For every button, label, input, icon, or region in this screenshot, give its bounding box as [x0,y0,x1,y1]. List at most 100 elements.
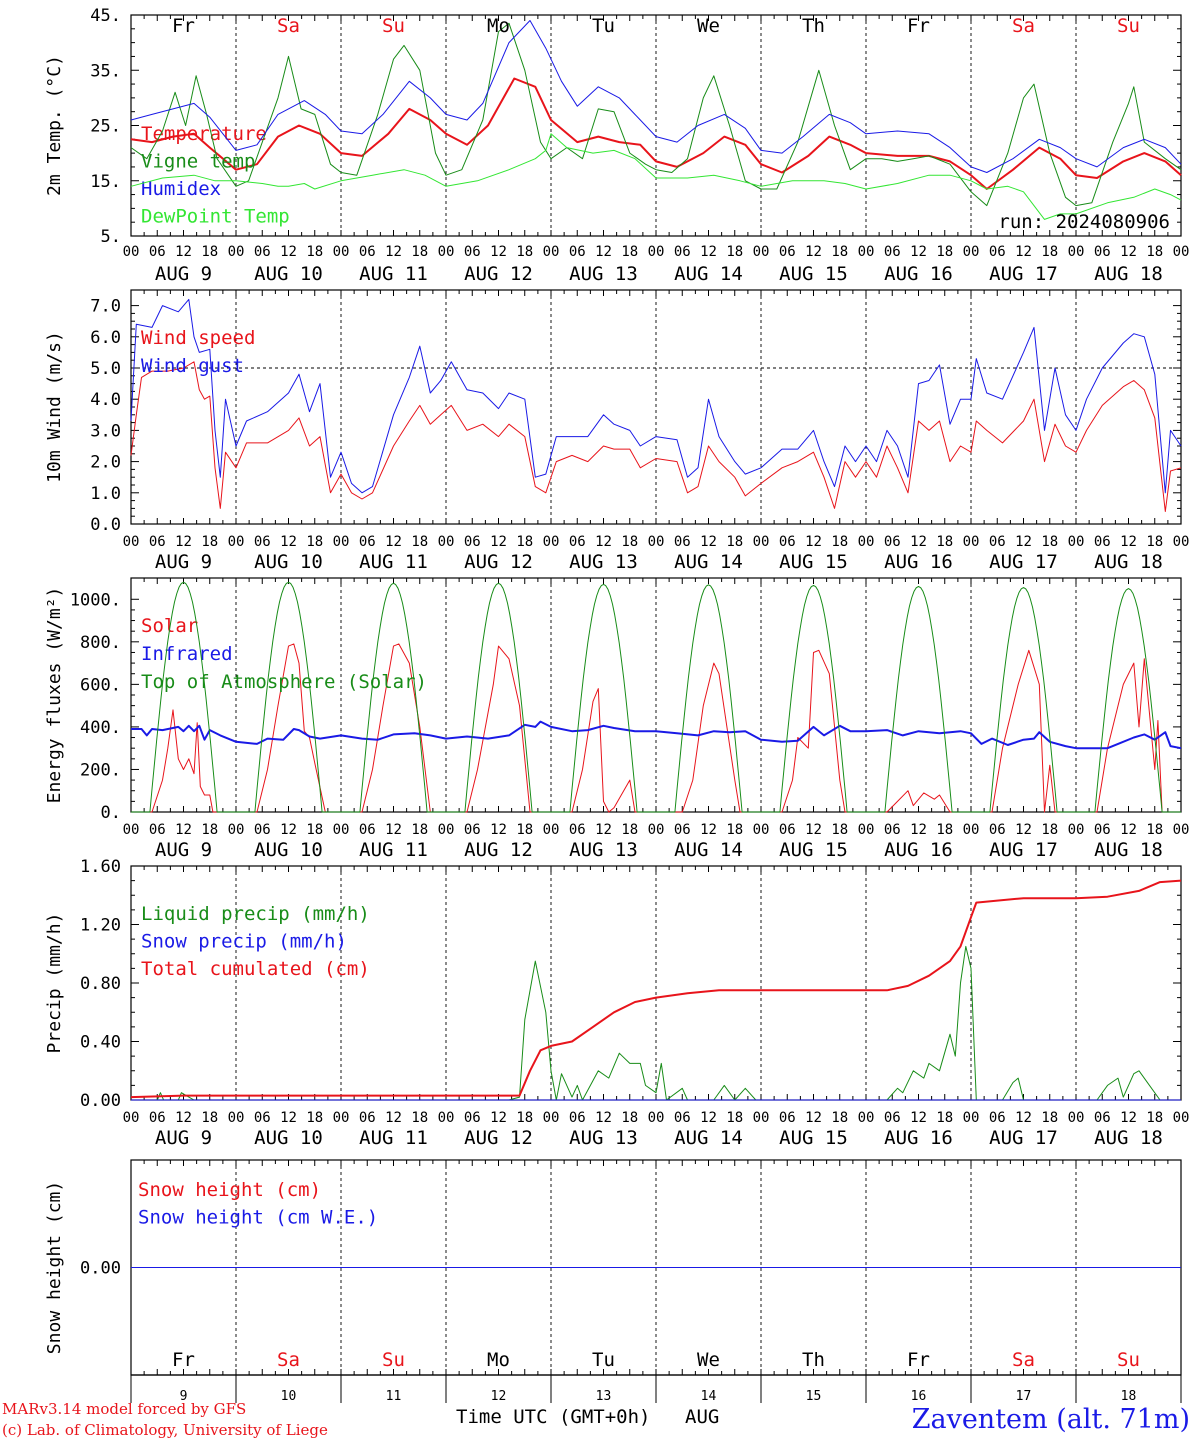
hour-tick-label: 12 [385,822,402,838]
hour-tick-label: 12 [595,1110,612,1126]
hour-tick-label: 18 [936,822,953,838]
legend-label: Solar [141,615,198,637]
date-label: AUG 14 [674,263,743,285]
hour-tick-label: 18 [1041,534,1058,550]
date-label: AUG 12 [464,839,533,861]
date-label: AUG 11 [359,551,428,573]
hour-tick-label: 18 [831,822,848,838]
hour-tick-label: 06 [989,244,1006,260]
day-number-label: 13 [596,1389,612,1404]
weekday-label: Sa [277,1349,300,1371]
hour-tick-label: 00 [333,1110,350,1126]
hour-tick-label: 00 [1068,822,1085,838]
hour-tick-label: 12 [595,822,612,838]
hour-tick-label: 06 [464,822,481,838]
y-tick-label: 0.40 [80,1033,121,1053]
y-tick-label: 3.0 [90,421,121,441]
hour-tick-label: 12 [700,1110,717,1126]
hour-tick-label: 00 [333,822,350,838]
hour-tick-label: 00 [648,1110,665,1126]
series-line-total-cumulated-cm- [130,879,1182,1099]
hour-tick-label: 12 [1015,244,1032,260]
hour-tick-label: 18 [726,534,743,550]
hour-tick-label: 06 [989,534,1006,550]
hour-tick-label: 00 [963,244,980,260]
hour-tick-label: 00 [228,1110,245,1126]
hour-tick-label: 06 [674,534,691,550]
hour-tick-label: 06 [149,822,166,838]
hour-tick-label: 06 [884,244,901,260]
date-label: AUG 10 [254,1127,323,1149]
hour-tick-label: 06 [884,822,901,838]
hour-tick-label: 00 [1068,534,1085,550]
hour-tick-label: 12 [805,244,822,260]
hour-tick-label: 06 [464,1110,481,1126]
hour-tick-label: 00 [543,244,560,260]
legend-label: Wind speed [141,327,255,349]
date-label: AUG 14 [674,551,743,573]
hour-tick-label: 06 [884,1110,901,1126]
weekday-label: Sa [1012,1349,1035,1371]
y-tick-label: 0.0 [90,515,121,535]
hour-tick-label: 18 [306,822,323,838]
hour-tick-label: 00 [963,534,980,550]
weekday-label: Fr [907,15,930,37]
hour-tick-label: 12 [700,244,717,260]
hour-tick-label: 00 [753,822,770,838]
hour-tick-label: 00 [123,244,140,260]
hour-tick-label: 06 [359,1110,376,1126]
hour-tick-label: 06 [254,1110,271,1126]
hour-tick-label: 06 [1094,244,1111,260]
weekday-label: Fr [907,1349,930,1371]
model-credit: MARv3.14 model forced by GFS [2,1400,246,1418]
hour-tick-label: 06 [149,534,166,550]
hour-tick-label: 00 [1068,1110,1085,1126]
hour-tick-label: 12 [805,822,822,838]
hour-tick-label: 00 [228,822,245,838]
date-label: AUG 15 [779,839,848,861]
hour-tick-label: 00 [648,822,665,838]
date-label: AUG 10 [254,263,323,285]
hour-tick-label: 18 [306,244,323,260]
weekday-label: Su [1117,1349,1140,1371]
y-tick-label: 7.0 [90,297,121,317]
date-label: AUG 16 [884,551,953,573]
hour-tick-label: 12 [280,534,297,550]
hour-tick-label: 18 [411,822,428,838]
hour-tick-label: 00 [123,1110,140,1126]
hour-tick-label: 00 [543,822,560,838]
hour-tick-label: 12 [595,244,612,260]
hour-tick-label: 00 [333,244,350,260]
weekday-label: We [697,1349,720,1371]
weekday-label: Fr [172,1349,195,1371]
weekday-label: We [697,15,720,37]
legend-label: Infrared [141,643,233,665]
hour-tick-label: 06 [569,244,586,260]
series-line-vigne-temp [130,22,1182,207]
hour-tick-label: 06 [674,244,691,260]
hour-tick-label: 12 [700,534,717,550]
hour-tick-label: 12 [910,1110,927,1126]
hour-tick-label: 00 [438,244,455,260]
date-label: AUG 17 [989,1127,1058,1149]
date-label: AUG 16 [884,1127,953,1149]
date-label: AUG 10 [254,839,323,861]
weekday-label: Th [802,15,825,37]
day-number-label: 14 [701,1389,717,1404]
day-number-label: 18 [1121,1389,1137,1404]
hour-tick-label: 18 [411,244,428,260]
hour-tick-label: 12 [1120,822,1137,838]
hour-tick-label: 18 [306,1110,323,1126]
hour-tick-label: 12 [700,822,717,838]
y-tick-label: 0.80 [80,974,121,994]
hour-tick-label: 18 [201,534,218,550]
weekday-label: Fr [172,15,195,37]
hour-tick-label: 18 [1146,1110,1163,1126]
weekday-label: Th [802,1349,825,1371]
date-label: AUG 15 [779,1127,848,1149]
hour-tick-label: 12 [910,244,927,260]
y-tick-label: 1.60 [80,857,121,877]
hour-tick-label: 06 [989,1110,1006,1126]
hour-tick-label: 06 [254,534,271,550]
